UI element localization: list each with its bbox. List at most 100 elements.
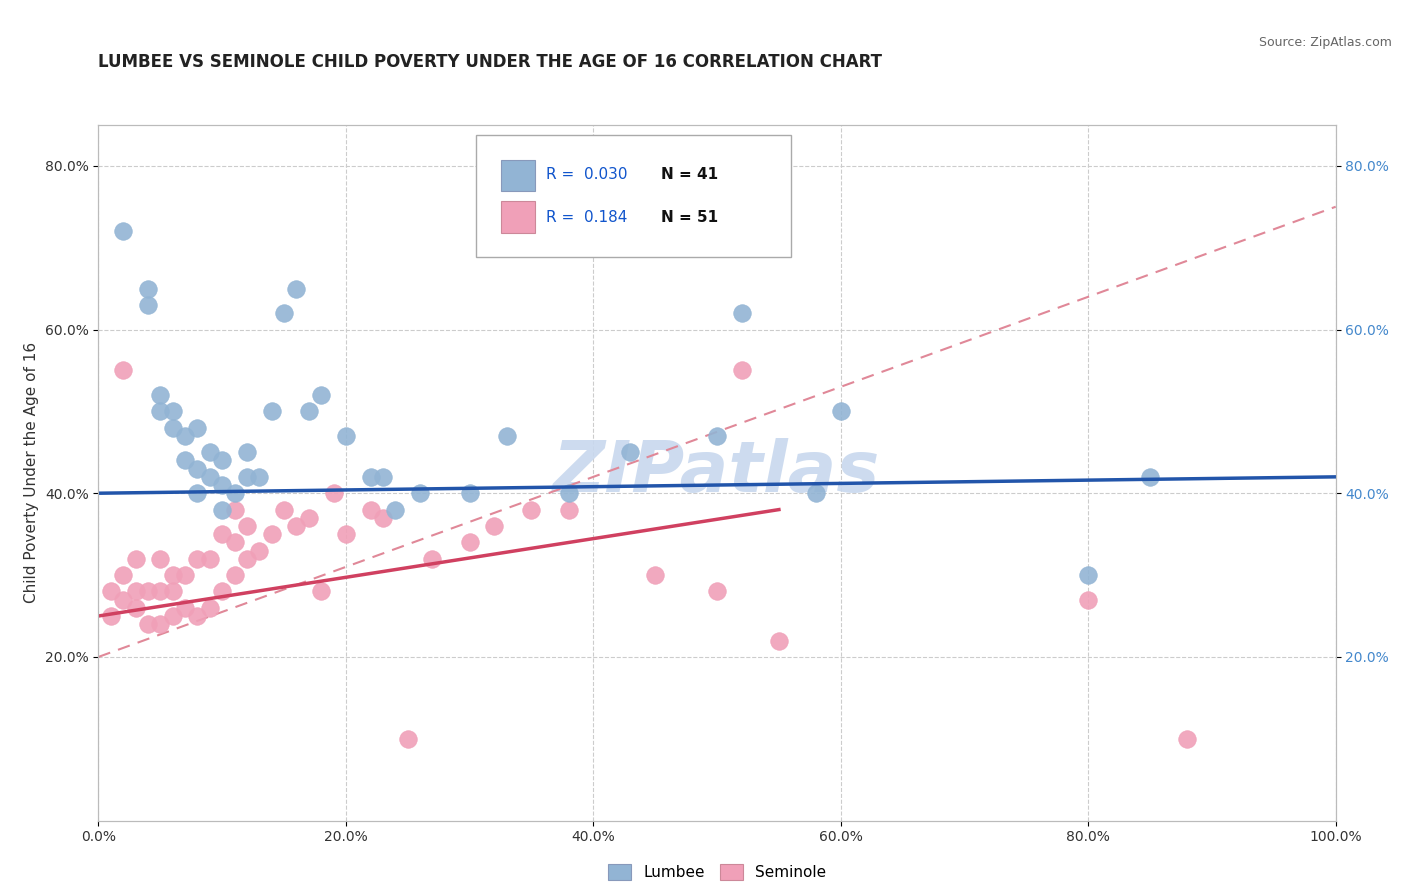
- Point: [520, 502, 543, 516]
- Point: [100, 584, 122, 599]
- Point: [236, 445, 259, 459]
- Point: [149, 617, 172, 632]
- Point: [706, 584, 728, 599]
- Text: ZIPatlas: ZIPatlas: [554, 438, 880, 508]
- Point: [186, 609, 208, 624]
- Point: [112, 224, 135, 238]
- Point: [149, 404, 172, 418]
- Point: [224, 568, 246, 582]
- Point: [409, 486, 432, 500]
- Point: [211, 453, 233, 467]
- Point: [198, 445, 221, 459]
- Point: [236, 551, 259, 566]
- Point: [557, 502, 579, 516]
- Point: [273, 306, 295, 320]
- Point: [174, 429, 197, 443]
- Point: [124, 584, 146, 599]
- Point: [224, 486, 246, 500]
- Text: LUMBEE VS SEMINOLE CHILD POVERTY UNDER THE AGE OF 16 CORRELATION CHART: LUMBEE VS SEMINOLE CHILD POVERTY UNDER T…: [98, 54, 883, 71]
- Point: [136, 282, 159, 296]
- Point: [335, 527, 357, 541]
- Point: [1077, 568, 1099, 582]
- Point: [371, 510, 394, 524]
- Point: [112, 363, 135, 377]
- Point: [298, 510, 321, 524]
- Point: [247, 543, 270, 558]
- Point: [198, 470, 221, 484]
- Point: [198, 600, 221, 615]
- Point: [162, 404, 184, 418]
- Point: [124, 551, 146, 566]
- Point: [224, 535, 246, 549]
- Point: [619, 445, 641, 459]
- Text: Source: ZipAtlas.com: Source: ZipAtlas.com: [1258, 36, 1392, 49]
- Point: [335, 429, 357, 443]
- Point: [458, 486, 481, 500]
- Point: [236, 470, 259, 484]
- Point: [100, 609, 122, 624]
- Point: [211, 584, 233, 599]
- Point: [260, 404, 283, 418]
- Point: [285, 519, 308, 533]
- Point: [224, 502, 246, 516]
- Point: [360, 470, 382, 484]
- Point: [309, 388, 332, 402]
- FancyBboxPatch shape: [475, 136, 792, 257]
- Point: [211, 527, 233, 541]
- Point: [322, 486, 344, 500]
- Point: [1077, 592, 1099, 607]
- Point: [731, 306, 754, 320]
- Point: [186, 551, 208, 566]
- Point: [211, 502, 233, 516]
- Point: [706, 429, 728, 443]
- Point: [211, 478, 233, 492]
- Point: [557, 486, 579, 500]
- Point: [768, 633, 790, 648]
- Point: [186, 421, 208, 435]
- Point: [136, 584, 159, 599]
- Point: [174, 600, 197, 615]
- Y-axis label: Child Poverty Under the Age of 16: Child Poverty Under the Age of 16: [24, 343, 39, 603]
- Point: [360, 502, 382, 516]
- Text: R =  0.184: R = 0.184: [547, 210, 627, 225]
- FancyBboxPatch shape: [501, 160, 536, 191]
- Point: [1139, 470, 1161, 484]
- Point: [830, 404, 852, 418]
- Point: [309, 584, 332, 599]
- Point: [236, 519, 259, 533]
- Point: [422, 551, 444, 566]
- Point: [384, 502, 406, 516]
- Point: [371, 470, 394, 484]
- Point: [495, 429, 517, 443]
- Point: [112, 568, 135, 582]
- Point: [149, 584, 172, 599]
- Point: [162, 609, 184, 624]
- Point: [162, 568, 184, 582]
- Point: [285, 282, 308, 296]
- Point: [644, 568, 666, 582]
- Point: [174, 453, 197, 467]
- Point: [1175, 731, 1198, 746]
- Point: [124, 600, 146, 615]
- Point: [149, 388, 172, 402]
- Point: [484, 519, 506, 533]
- Point: [260, 527, 283, 541]
- Point: [198, 551, 221, 566]
- Point: [273, 502, 295, 516]
- Point: [186, 461, 208, 475]
- Point: [396, 731, 419, 746]
- Point: [298, 404, 321, 418]
- Point: [247, 470, 270, 484]
- Point: [162, 584, 184, 599]
- Point: [149, 551, 172, 566]
- Point: [136, 298, 159, 312]
- Legend: Lumbee, Seminole: Lumbee, Seminole: [602, 858, 832, 886]
- Text: N = 51: N = 51: [661, 210, 718, 225]
- Point: [136, 617, 159, 632]
- Text: R =  0.030: R = 0.030: [547, 168, 628, 183]
- Point: [162, 421, 184, 435]
- Point: [804, 486, 827, 500]
- Text: N = 41: N = 41: [661, 168, 718, 183]
- Point: [174, 568, 197, 582]
- Point: [458, 535, 481, 549]
